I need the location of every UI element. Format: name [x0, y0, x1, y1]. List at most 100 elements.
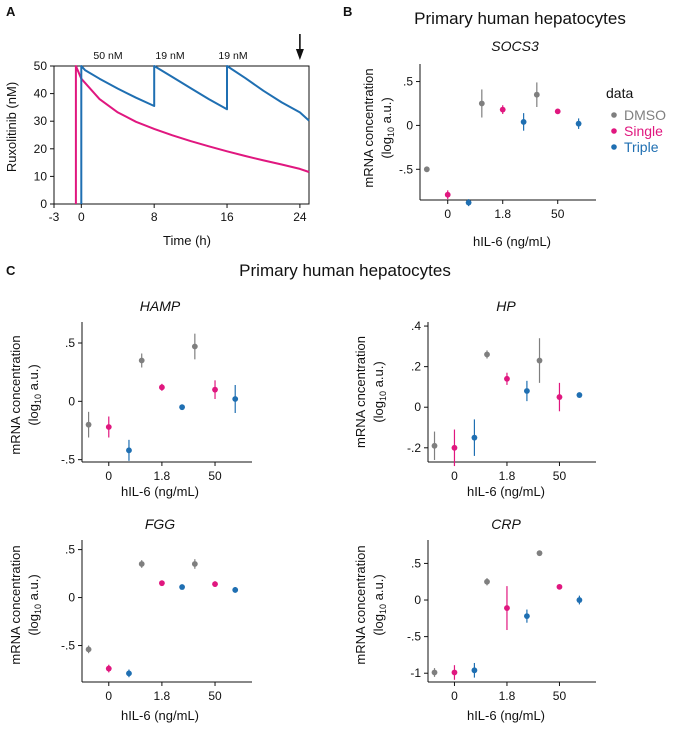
hamp-xlabel: hIL-6 (ng/mL) [121, 484, 199, 499]
crp-point-dmso [484, 578, 490, 585]
fgg-point-triple [126, 670, 132, 677]
legend-marker-single [611, 128, 617, 134]
fgg-xlabel: hIL-6 (ng/mL) [121, 708, 199, 723]
hp-point-single [451, 444, 458, 451]
hp-point-dmso [536, 357, 543, 364]
socs3-point-single [444, 191, 451, 198]
hp-xtick-label: 50 [553, 469, 567, 483]
fgg-point-dmso [191, 561, 198, 567]
legend-entry-triple: Triple [624, 139, 659, 155]
fgg-point-dmso [138, 561, 145, 567]
panel-c-title: Primary human hepatocytes [239, 261, 451, 280]
legend-entry-single: Single [624, 123, 663, 139]
socs3-ytick-label: .5 [403, 75, 413, 89]
hp-point-triple [524, 388, 530, 394]
socs3-title: SOCS3 [491, 38, 539, 54]
hp-ytick-label: .2 [411, 360, 421, 374]
fgg-point-single [212, 581, 218, 588]
hamp-point-dmso [85, 421, 92, 428]
legend-marker-triple [611, 144, 617, 150]
socs3-xtick-label: 50 [551, 207, 565, 221]
hamp-point-dmso [191, 343, 198, 350]
fgg-point-single [105, 665, 112, 672]
hamp-title: HAMP [140, 298, 181, 314]
fgg-ytick-label: 0 [68, 591, 75, 605]
hp-point-triple [471, 434, 478, 441]
panel-b-xlabel: hIL-6 (ng/mL) [473, 234, 551, 249]
crp-xtick-label: 1.8 [499, 689, 516, 703]
legend-marker-dmso [611, 112, 617, 118]
crp-point-single [556, 583, 563, 590]
hp-ytick-label: -.2 [407, 441, 421, 455]
panel-a-ytick-label: 30 [34, 114, 48, 128]
hamp-point-triple [126, 447, 132, 454]
fgg-ytick-label: -.5 [61, 639, 75, 653]
hamp-point-single [105, 424, 112, 430]
socs3-point-triple [575, 120, 582, 127]
panel-a-xtick-label: 24 [293, 210, 307, 224]
socs3-xtick-label: 0 [444, 207, 451, 221]
fgg-xtick-label: 0 [105, 689, 112, 703]
fgg-title: FGG [145, 516, 175, 532]
fgg-xtick-label: 50 [208, 689, 222, 703]
legend-entry-dmso: DMSO [624, 107, 666, 123]
panel-label-a: A [6, 4, 16, 19]
socs3-ytick-label: 0 [406, 118, 413, 132]
hp-point-dmso [431, 442, 438, 449]
panel-a-series-single [74, 65, 310, 204]
panel-a-ytick-label: 20 [34, 142, 48, 156]
panel-b-ylabel-line2: (log10 a.u.) [379, 97, 396, 158]
crp-ytick-label: -1 [410, 666, 421, 680]
socs3-point-dmso [423, 166, 430, 173]
crp-xtick-label: 50 [553, 689, 567, 703]
hamp-point-single [159, 384, 165, 391]
panel-a-series-triple [80, 65, 310, 204]
hp-point-single [556, 394, 563, 400]
hp-point-triple [576, 392, 583, 398]
fgg-ylabel-line1: mRNA concentration [8, 545, 23, 664]
panel-b-plot: -.50.50 1.8 50-.50.50 1.8 50-.20.2.40 1.8 50-.… [61, 64, 596, 703]
panel-a-xtick-label: 8 [151, 210, 158, 224]
hp-point-single [504, 375, 510, 382]
hp-ytick-label: 0 [414, 400, 421, 414]
panel-b-title: Primary human hepatocytes [414, 9, 626, 28]
hamp-ytick-label: 0 [68, 394, 75, 408]
panel-a-xtick-label: 0 [78, 210, 85, 224]
socs3-point-triple [520, 119, 527, 125]
hp-ylabel-line2: (log10 a.u.) [371, 361, 388, 422]
hamp-xtick-label: 0 [105, 469, 112, 483]
fgg-xtick-label: 1.8 [154, 689, 171, 703]
hamp-plot: -.5 0 .5 0 1.8 50 [61, 322, 252, 483]
crp-title: CRP [491, 516, 521, 532]
panel-a-ylabel: Ruxolitinib (nM) [4, 82, 19, 172]
socs3-point-triple [465, 199, 472, 206]
fgg-ylabel-line2: (log10 a.u.) [26, 574, 43, 635]
hamp-ylabel-line2: (log10 a.u.) [26, 364, 43, 425]
hamp-xtick-label: 1.8 [154, 469, 171, 483]
fgg-point-triple [232, 586, 239, 593]
dose-label-3: 19 nM [218, 50, 247, 62]
panel-a-ytick-label: 50 [34, 59, 48, 73]
hamp-point-triple [232, 396, 239, 402]
legend-title: data [606, 85, 633, 101]
dose-label-1: 50 nM [93, 50, 122, 62]
hp-title: HP [496, 298, 516, 314]
hp-ylabel-line1: mRNA cncentration [353, 336, 368, 448]
hp-xtick-label: 0 [451, 469, 458, 483]
socs3-xtick-label: 1.8 [494, 207, 511, 221]
panel-label-b: B [343, 4, 352, 19]
crp-point-single [504, 605, 510, 611]
hp-xtick-label: 1.8 [499, 469, 516, 483]
legend: data DMSO Single Triple [606, 85, 666, 155]
crp-point-triple [576, 597, 583, 603]
crp-ylabel-line1: mRNA concentration [353, 545, 368, 664]
socs3-point-single [554, 108, 561, 115]
socs3-ytick-label: -.5 [399, 162, 413, 176]
hamp-ytick-label: -.5 [61, 453, 75, 467]
panel-a-xlabel: Time (h) [163, 233, 211, 248]
panel-a-frame [53, 65, 310, 205]
dose-label-2: 19 nM [155, 50, 184, 62]
panel-a-xtick-label: 16 [220, 210, 234, 224]
